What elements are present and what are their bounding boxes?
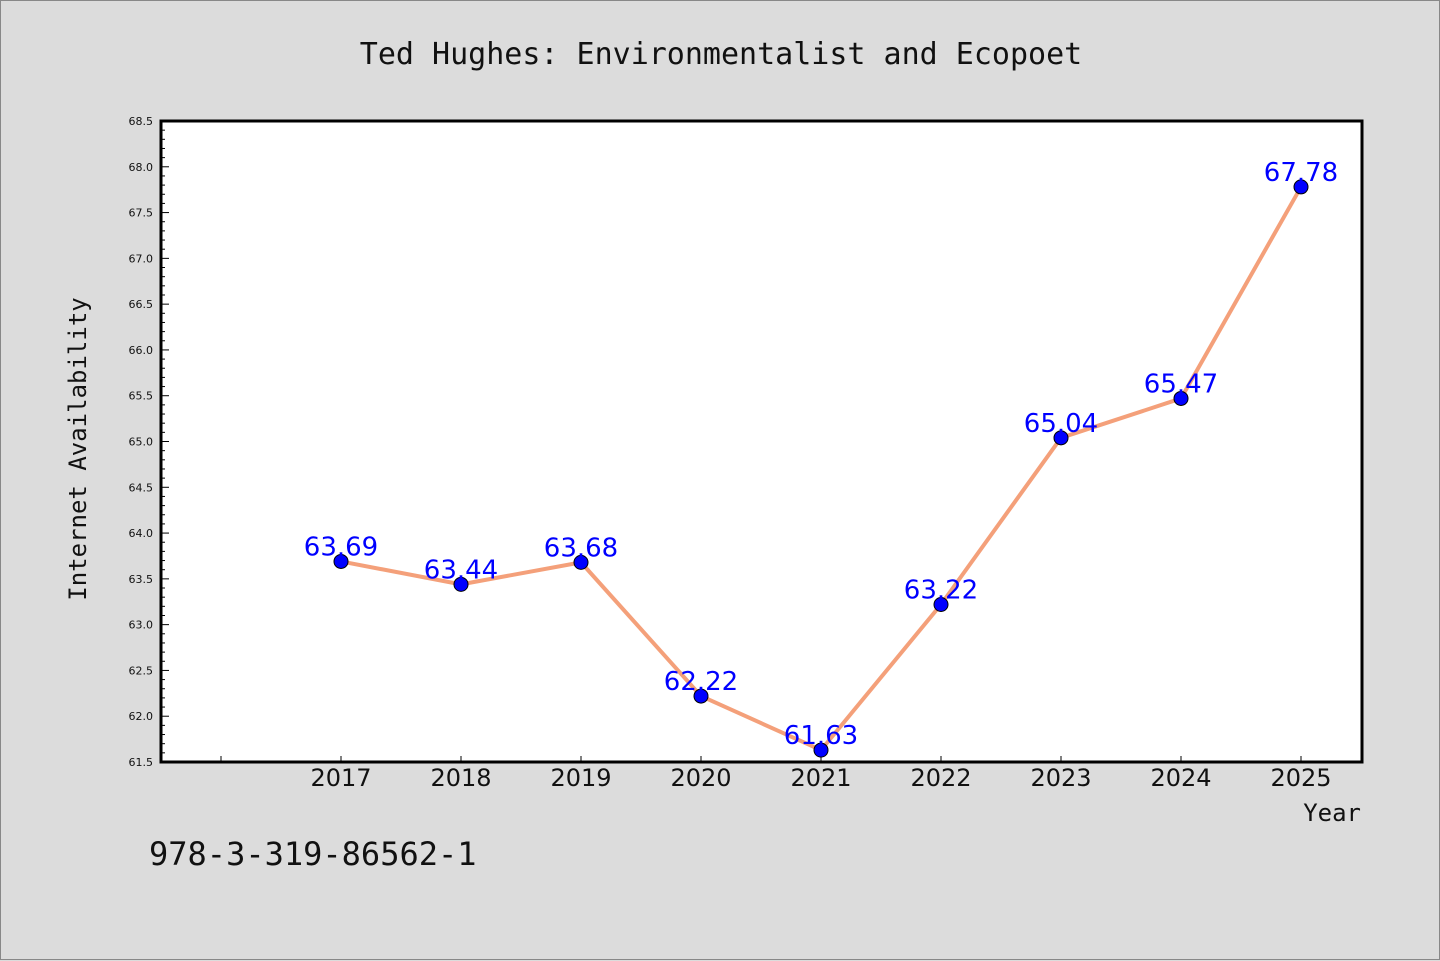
data-label: 61.63 [784,721,858,751]
y-tick-label: 63.0 [129,619,154,632]
data-point [573,554,589,570]
plot-area [159,119,1364,764]
x-tick-label: 2020 [670,764,731,792]
data-point [693,688,709,704]
isbn-footnote: 978-3-319-86562-1 [149,835,477,873]
data-point [1173,390,1189,406]
data-label: 65.04 [1024,409,1098,439]
data-point [1293,179,1309,195]
y-tick-label: 61.5 [129,756,154,769]
y-tick-label: 62.0 [129,710,154,723]
y-axis-label: Internet Availability [64,297,92,600]
y-tick-label: 63.5 [129,573,154,586]
data-point [933,596,949,612]
y-tick-label: 65.0 [129,436,154,449]
x-axis-label: Year [1303,799,1361,827]
x-tick-label: 2021 [790,764,851,792]
x-axis-ticks: 2017 2018 2019 2020 2021 2022 2023 2024 2025 [220,756,1332,792]
y-tick-label: 62.5 [129,664,154,677]
y-tick-label: 65.5 [129,390,154,403]
data-point [1053,430,1069,446]
x-tick-label: 2024 [1150,764,1211,792]
y-tick-label: 66.5 [129,298,154,311]
data-label: 63.44 [424,555,498,585]
data-point [333,553,349,569]
y-tick-label: 64.5 [129,481,154,494]
data-label: 63.22 [904,575,978,605]
y-tick-label: 67.5 [129,207,154,220]
y-tick-label: 68.5 [129,115,154,128]
x-tick-label: 2019 [550,764,611,792]
y-tick-label: 66.0 [129,344,154,357]
series-line-group [333,179,1309,758]
data-point [453,576,469,592]
chart-title: Ted Hughes: Environmentalist and Ecopoet [360,37,1082,72]
data-label: 63.68 [544,533,618,563]
data-label: 67.78 [1264,158,1338,188]
y-tick-label: 64.0 [129,527,154,540]
data-label: 63.69 [304,532,378,562]
x-tick-label: 2017 [310,764,371,792]
y-axis-ticks: 61.5 62.0 62.5 63.0 63.5 64.0 64.5 65.0 65.5 66.0… [129,115,169,769]
x-tick-label: 2022 [910,764,971,792]
x-tick-label: 2023 [1030,764,1091,792]
y-tick-label: 68.0 [129,161,154,174]
x-tick-label: 2025 [1270,764,1331,792]
data-point [813,742,829,758]
x-tick-label: 2018 [430,764,491,792]
y-tick-label: 67.0 [129,252,154,265]
data-label: 62.22 [664,667,738,697]
data-label: 65.47 [1144,369,1218,399]
data-labels-group: 63.69 63.44 63.68 62.22 61.63 63.22 65.04 65.47… [304,158,1338,751]
